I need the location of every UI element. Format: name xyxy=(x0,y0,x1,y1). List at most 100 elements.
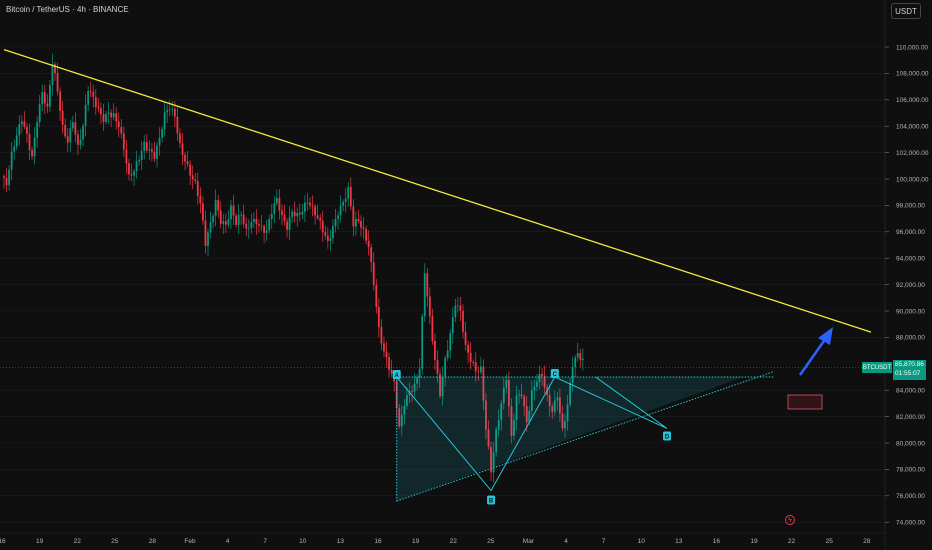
candle-body xyxy=(283,215,286,222)
pattern-point-marker xyxy=(487,495,496,505)
candle-body xyxy=(161,129,163,138)
pattern-point-marker xyxy=(392,370,401,379)
candle-body xyxy=(334,218,337,226)
price-tick-label: 108,000.00 xyxy=(896,71,929,78)
candle-body xyxy=(543,375,546,388)
candle-body xyxy=(196,181,199,196)
candle-body xyxy=(355,218,357,227)
price-tick-label: 82,000.00 xyxy=(896,414,925,421)
pattern-point-label: D xyxy=(665,434,670,440)
time-tick-label: Feb xyxy=(184,538,196,545)
candle-body xyxy=(171,108,174,110)
currency-unit-button[interactable]: USDT xyxy=(891,3,921,19)
candle-body xyxy=(400,414,403,427)
candle-body xyxy=(143,141,146,151)
candle-body xyxy=(352,206,355,227)
candle-body xyxy=(337,215,339,219)
candle-body xyxy=(179,133,181,144)
candle-body xyxy=(321,220,324,233)
candle-body xyxy=(390,370,393,374)
candle-body xyxy=(339,205,342,216)
candle-body xyxy=(530,390,533,411)
candle-body xyxy=(309,202,311,206)
price-tick-label: 100,000.00 xyxy=(896,176,929,183)
time-tick-label: 22 xyxy=(450,538,458,545)
candle-body xyxy=(515,395,518,421)
candle-body xyxy=(459,305,462,311)
candle-countdown: 01:55:07 xyxy=(895,370,921,377)
candle-body xyxy=(92,91,95,98)
candle-body xyxy=(64,124,67,137)
candle-body xyxy=(156,145,158,159)
candle-body xyxy=(423,273,426,317)
candle-body xyxy=(245,223,248,229)
descending-trendline[interactable] xyxy=(3,49,872,333)
candle-body xyxy=(110,112,112,118)
candle-body xyxy=(413,383,416,392)
candle-body xyxy=(69,128,72,143)
candle-body xyxy=(258,224,260,226)
candle-body xyxy=(194,179,197,182)
candle-body xyxy=(298,212,301,215)
time-axis[interactable]: 16 19 22 25 28 Feb 4 7 10 13 16 19 22 25 Mar 4 7 10 13 16 19… xyxy=(0,532,885,545)
candle-body xyxy=(388,357,390,371)
candle-body xyxy=(505,380,508,388)
candle-body xyxy=(436,359,439,374)
candle-body xyxy=(559,397,561,414)
candle-body xyxy=(566,404,569,422)
time-tick-label: 25 xyxy=(487,538,495,545)
candle-body xyxy=(224,221,227,225)
candle-body xyxy=(79,139,82,145)
candle-body xyxy=(571,367,574,383)
candle-body xyxy=(342,201,345,206)
candle-body xyxy=(135,161,138,171)
candle-body xyxy=(97,107,100,109)
flash-icon[interactable]: ϟ xyxy=(785,515,795,525)
candle-body xyxy=(117,121,120,128)
candle-body xyxy=(497,420,500,430)
time-tick-label: 13 xyxy=(337,538,345,545)
candle-body xyxy=(528,410,531,423)
candle-body xyxy=(510,406,513,436)
candle-body xyxy=(237,214,240,225)
candle-body xyxy=(15,135,18,147)
candle-body xyxy=(38,104,41,123)
candle-body xyxy=(398,408,401,427)
candle-body xyxy=(474,362,477,372)
candle-body xyxy=(347,186,350,199)
candle-body xyxy=(18,124,21,136)
last-price-tag: 85,870.86 01:55:07 xyxy=(893,360,926,380)
candle-body xyxy=(385,351,388,358)
candle-body xyxy=(365,228,367,241)
candle-body xyxy=(202,203,204,221)
candle-body xyxy=(115,113,118,122)
candle-body xyxy=(502,387,505,404)
candle-body xyxy=(263,226,265,233)
candle-body xyxy=(163,112,166,130)
candle-body xyxy=(270,213,273,220)
breakout-arrow-icon xyxy=(818,327,833,345)
candle-body xyxy=(311,205,314,207)
time-tick-label: 25 xyxy=(111,538,119,545)
time-tick-label: 19 xyxy=(36,538,44,545)
candle-body xyxy=(227,219,230,225)
candle-body xyxy=(212,215,214,223)
candle-body xyxy=(487,429,490,447)
candle-body xyxy=(518,394,520,396)
candle-body xyxy=(43,92,46,104)
candle-body xyxy=(495,429,498,453)
candle-body xyxy=(380,327,383,344)
candle-body xyxy=(408,391,411,396)
candle-body xyxy=(490,446,492,473)
price-axis[interactable]: 110,000.00 108,000.00 106,000.00 104,000.00… xyxy=(884,0,929,550)
candle-body xyxy=(556,397,559,401)
time-tick-label: 16 xyxy=(713,538,721,545)
candle-body xyxy=(128,163,130,175)
candle-body xyxy=(199,195,202,204)
candle-body xyxy=(536,381,538,387)
candle-body xyxy=(100,108,102,115)
candle-body xyxy=(158,137,161,146)
candle-body xyxy=(166,110,169,113)
ascending-triangle-pattern[interactable]: A B C D xyxy=(392,327,833,505)
